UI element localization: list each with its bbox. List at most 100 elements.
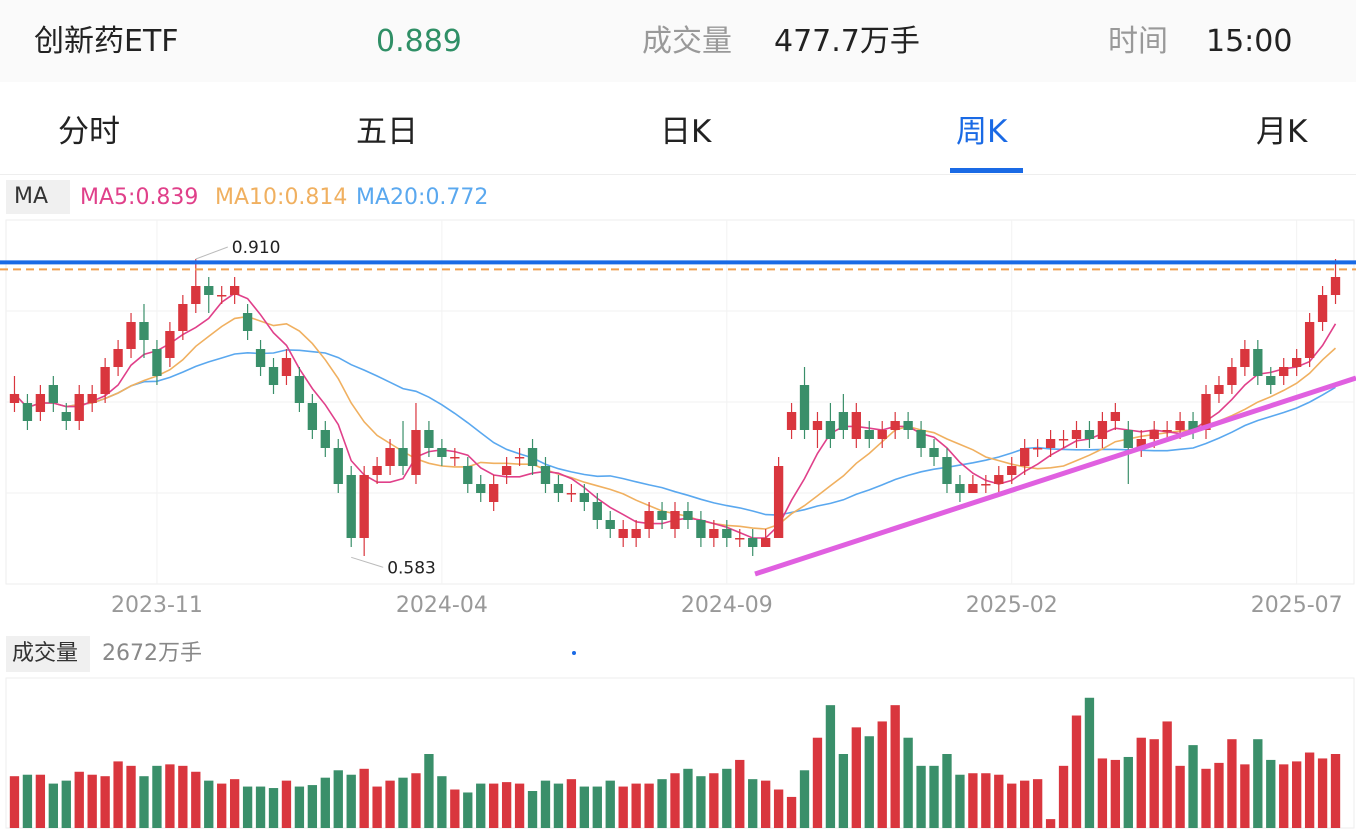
candle-body <box>1162 430 1172 432</box>
volume-bar <box>760 780 771 828</box>
candle <box>1214 376 1224 403</box>
volume-bar <box>1123 756 1133 828</box>
volume-indicator-badge[interactable]: 成交量 <box>6 636 90 672</box>
candle-body <box>35 394 46 412</box>
quote-header: 创新药ETF 0.889 成交量 477.7万手 时间 15:00 <box>0 0 1356 82</box>
candle <box>359 466 369 556</box>
volume-bar <box>618 786 628 828</box>
tab-five-day[interactable]: 五日 <box>356 114 418 150</box>
volume-bar <box>501 782 512 828</box>
volume-bar <box>217 783 227 828</box>
volume-bar <box>864 736 874 828</box>
volume-bar <box>281 780 292 828</box>
candle-body <box>87 394 97 403</box>
candle <box>229 277 240 304</box>
candle-body <box>204 286 214 295</box>
volume-bar <box>1084 697 1095 828</box>
candle-body <box>722 529 732 538</box>
volume-bar <box>981 773 991 828</box>
volume-bar <box>605 780 615 828</box>
candle <box>696 511 706 547</box>
candle-body <box>942 457 952 484</box>
candle-body <box>255 349 266 367</box>
candle-body <box>735 538 745 540</box>
candle-body <box>786 412 797 430</box>
volume-bar <box>955 774 965 828</box>
candle-body <box>346 475 356 538</box>
volume-bar <box>424 754 434 828</box>
volume-bars <box>9 697 1341 828</box>
candle-body <box>1317 295 1328 322</box>
candle <box>514 448 525 466</box>
ma5-line <box>13 292 1337 539</box>
active-tab-indicator <box>950 168 1023 173</box>
volume-bar <box>735 759 745 828</box>
candle <box>1058 430 1069 448</box>
candle-body <box>773 466 784 538</box>
candle <box>1045 430 1056 457</box>
candle <box>605 511 615 538</box>
volume-bar <box>1214 762 1224 828</box>
volume-bar <box>890 705 900 828</box>
volume-bar <box>657 779 667 828</box>
candle <box>553 475 564 502</box>
candle <box>748 529 758 556</box>
high-annotation-leader <box>195 246 228 260</box>
volume-bar <box>1110 759 1121 828</box>
period-tabs: 分时 五日 日K 周K 月K <box>0 82 1356 175</box>
candle <box>294 367 305 412</box>
volume-bar <box>359 768 369 828</box>
candle-body <box>501 466 512 475</box>
low-annotation-leader <box>351 556 384 568</box>
candle-body <box>618 529 628 538</box>
candle-body <box>981 484 991 486</box>
candle <box>411 403 421 484</box>
candle <box>722 520 732 547</box>
volume-bar <box>1032 779 1043 828</box>
volume-bar <box>48 783 58 828</box>
tab-daily-k[interactable]: 日K <box>660 114 712 150</box>
volume-chart[interactable] <box>0 676 1356 832</box>
tab-monthly-k[interactable]: 月K <box>1256 114 1308 150</box>
volume-bar <box>22 774 33 828</box>
candle-body <box>1292 358 1302 367</box>
candle-body <box>424 430 434 448</box>
candle <box>799 367 810 439</box>
candle-body <box>799 385 810 430</box>
tab-intraday[interactable]: 分时 <box>58 114 120 150</box>
candle-body <box>100 367 110 394</box>
volume-bar <box>165 764 175 828</box>
candle <box>1020 439 1030 475</box>
candle <box>320 421 330 457</box>
volume-bar <box>320 777 330 828</box>
candle <box>126 313 136 358</box>
candle <box>191 259 201 313</box>
candle <box>825 403 836 448</box>
candle-body <box>178 304 188 331</box>
candle-body <box>605 520 615 529</box>
candle <box>204 277 214 313</box>
volume-bar <box>553 783 564 828</box>
candle <box>1279 358 1289 385</box>
candle <box>864 421 874 448</box>
candle <box>994 466 1004 493</box>
volume-bar <box>61 780 71 828</box>
volume-bar <box>450 789 460 828</box>
x-tick-label: 2025-07 <box>1251 593 1343 618</box>
ma-indicator-badge[interactable]: MA <box>6 180 70 214</box>
tab-weekly-k[interactable]: 周K <box>956 114 1008 150</box>
volume-bar <box>1317 758 1328 828</box>
candle <box>890 412 900 439</box>
volume-bar <box>139 776 149 828</box>
candle <box>1304 313 1315 367</box>
candle-body <box>385 448 395 466</box>
volume-label: 成交量 <box>642 24 732 59</box>
candle-body <box>670 511 680 529</box>
candle-body <box>1279 367 1289 376</box>
candle-body <box>1227 367 1237 385</box>
volume-bar <box>1020 780 1030 828</box>
volume-bar <box>670 773 680 828</box>
candle-body <box>333 448 343 484</box>
volume-bar <box>204 780 214 828</box>
